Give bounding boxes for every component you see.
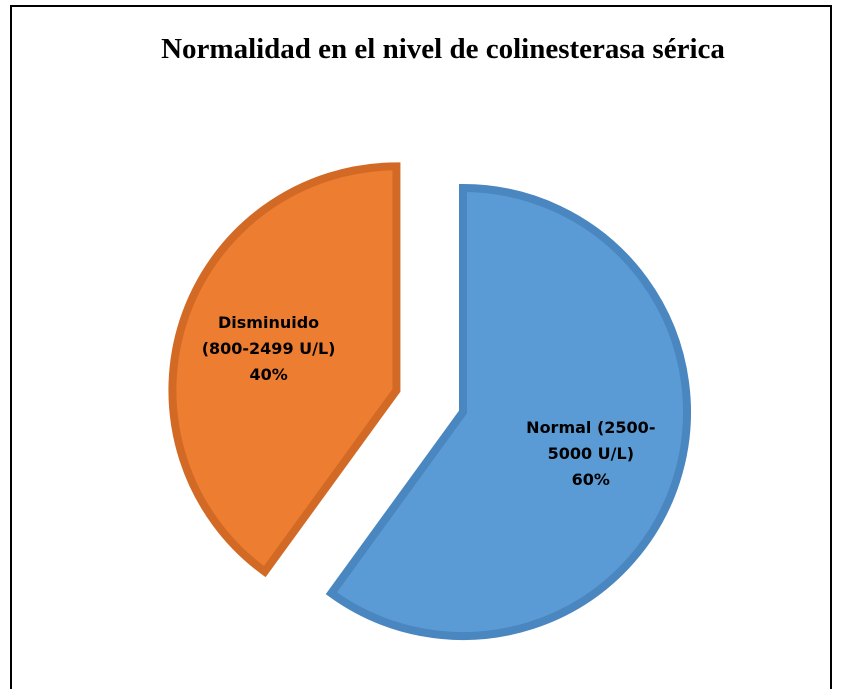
pie-slice bbox=[168, 162, 401, 578]
chart-frame bbox=[10, 5, 832, 689]
slice-label: Normal (2500-5000 U/L) 60% bbox=[521, 415, 661, 493]
value-label: 60% bbox=[571, 469, 610, 489]
category-label: Disminuido (800-2499 U/L) bbox=[201, 312, 336, 358]
pie-slice bbox=[325, 183, 691, 640]
chart-title: Normalidad en el nivel de colinesterasa … bbox=[161, 33, 725, 65]
category-label: Normal (2500-5000 U/L) bbox=[526, 417, 656, 463]
value-label: 40% bbox=[249, 364, 288, 384]
slice-label: Disminuido (800-2499 U/L) 40% bbox=[201, 310, 336, 388]
